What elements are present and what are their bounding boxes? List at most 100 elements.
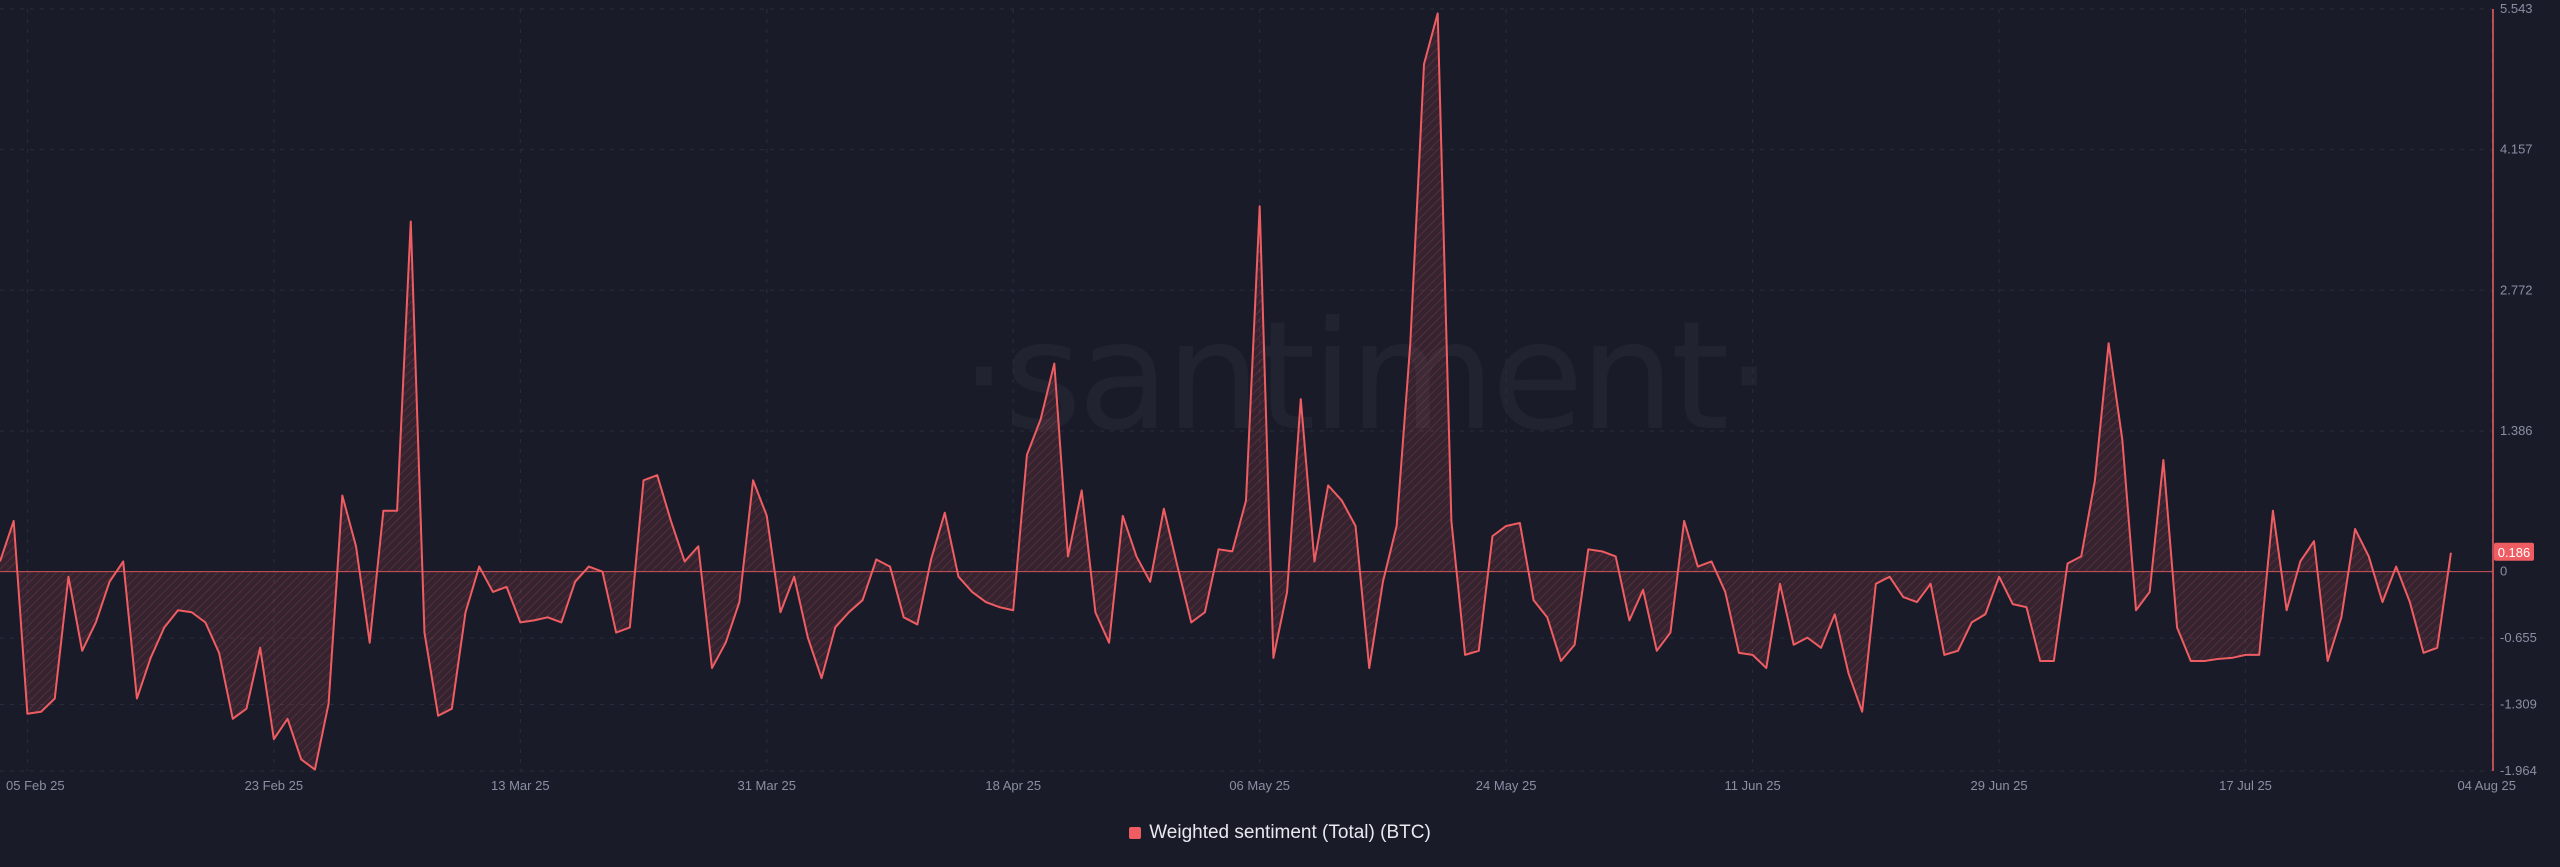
data-point: [300, 758, 302, 760]
data-point: [916, 623, 918, 625]
data-point: [793, 576, 795, 578]
data-point: [889, 566, 891, 568]
chart-legend[interactable]: Weighted sentiment (Total) (BTC): [0, 822, 2560, 844]
data-point: [122, 560, 124, 562]
data-point: [1683, 520, 1685, 522]
data-point: [1615, 555, 1617, 557]
data-point: [1697, 566, 1699, 568]
x-tick-label: 18 Apr 25: [985, 778, 1041, 793]
data-point: [1135, 555, 1137, 557]
y-tick-label: 4.157: [2500, 142, 2533, 157]
data-point: [245, 708, 247, 710]
data-point: [1971, 621, 1973, 623]
data-point: [1834, 613, 1836, 615]
data-point: [1902, 596, 1904, 598]
data-point: [2272, 510, 2274, 512]
data-point: [2190, 660, 2192, 662]
data-point: [2176, 626, 2178, 628]
last-value-badge: [2494, 542, 2534, 561]
series-line: [0, 12, 2452, 771]
y-tick-label: 2.772: [2500, 282, 2533, 297]
data-point: [1943, 654, 1945, 656]
data-point: [1040, 418, 1042, 420]
data-point: [1930, 583, 1932, 585]
data-point: [2080, 555, 2082, 557]
data-point: [506, 586, 508, 588]
x-tick-label: 24 May 25: [1476, 778, 1537, 793]
data-point: [437, 715, 439, 717]
data-point: [191, 611, 193, 613]
data-point: [766, 515, 768, 517]
data-point: [1752, 654, 1754, 656]
legend-label: Weighted sentiment (Total) (BTC): [1149, 822, 1431, 843]
data-point: [1122, 515, 1124, 517]
data-point: [2067, 563, 2069, 565]
axes: 5.5434.1572.7721.3860-0.655-1.309-1.9640…: [6, 1, 2537, 793]
data-point: [1669, 632, 1671, 634]
data-point: [1642, 589, 1644, 591]
data-point: [1204, 611, 1206, 613]
data-point: [355, 545, 357, 547]
data-point: [2217, 658, 2219, 660]
data-point: [1820, 647, 1822, 649]
data-point: [930, 558, 932, 560]
data-point: [54, 698, 56, 700]
y-tick-label: 1.386: [2500, 423, 2533, 438]
data-point: [81, 650, 83, 652]
data-point: [2450, 552, 2452, 554]
data-point: [1478, 650, 1480, 652]
data-point: [519, 621, 521, 623]
data-point: [2368, 555, 2370, 557]
data-point: [1382, 581, 1384, 583]
data-point: [465, 611, 467, 613]
data-point: [2245, 654, 2247, 656]
data-point: [957, 576, 959, 578]
data-point: [2025, 606, 2027, 608]
data-point: [1108, 642, 1110, 644]
data-point: [1094, 611, 1096, 613]
data-point: [711, 667, 713, 669]
data-point: [2162, 459, 2164, 461]
data-point: [410, 220, 412, 222]
data-point: [1765, 667, 1767, 669]
data-point: [2313, 540, 2315, 542]
data-point: [944, 512, 946, 514]
data-point: [2121, 439, 2123, 441]
data-point: [1355, 525, 1357, 527]
data-point: [1327, 484, 1329, 486]
data-point: [697, 545, 699, 547]
data-point: [2409, 601, 2411, 603]
data-point: [1847, 672, 1849, 674]
data-point: [1437, 12, 1439, 14]
x-tick-label: 29 Jun 25: [1971, 778, 2028, 793]
data-point: [1190, 621, 1192, 623]
data-point: [1012, 609, 1014, 611]
data-point: [287, 718, 289, 720]
data-point: [629, 626, 631, 628]
data-point: [903, 616, 905, 618]
data-point: [1450, 520, 1452, 522]
data-point: [1341, 500, 1343, 502]
data-point: [2436, 647, 2438, 649]
data-point: [2108, 342, 2110, 344]
data-point: [1519, 522, 1521, 524]
data-point: [2149, 591, 2151, 593]
data-point: [1081, 489, 1083, 491]
data-point: [1053, 363, 1055, 365]
data-point: [2053, 660, 2055, 662]
data-point: [1272, 657, 1274, 659]
data-point: [478, 566, 480, 568]
data-point: [588, 566, 590, 568]
last-value-label: 0.186: [2498, 545, 2531, 560]
data-point: [1656, 650, 1658, 652]
legend-swatch: [1129, 827, 1142, 839]
data-point: [1916, 601, 1918, 603]
data-point: [615, 632, 617, 634]
data-point: [821, 677, 823, 679]
data-point: [177, 609, 179, 611]
data-point: [547, 616, 549, 618]
data-point: [2286, 609, 2288, 611]
y-tick-label: 5.543: [2500, 1, 2533, 16]
data-point: [670, 520, 672, 522]
